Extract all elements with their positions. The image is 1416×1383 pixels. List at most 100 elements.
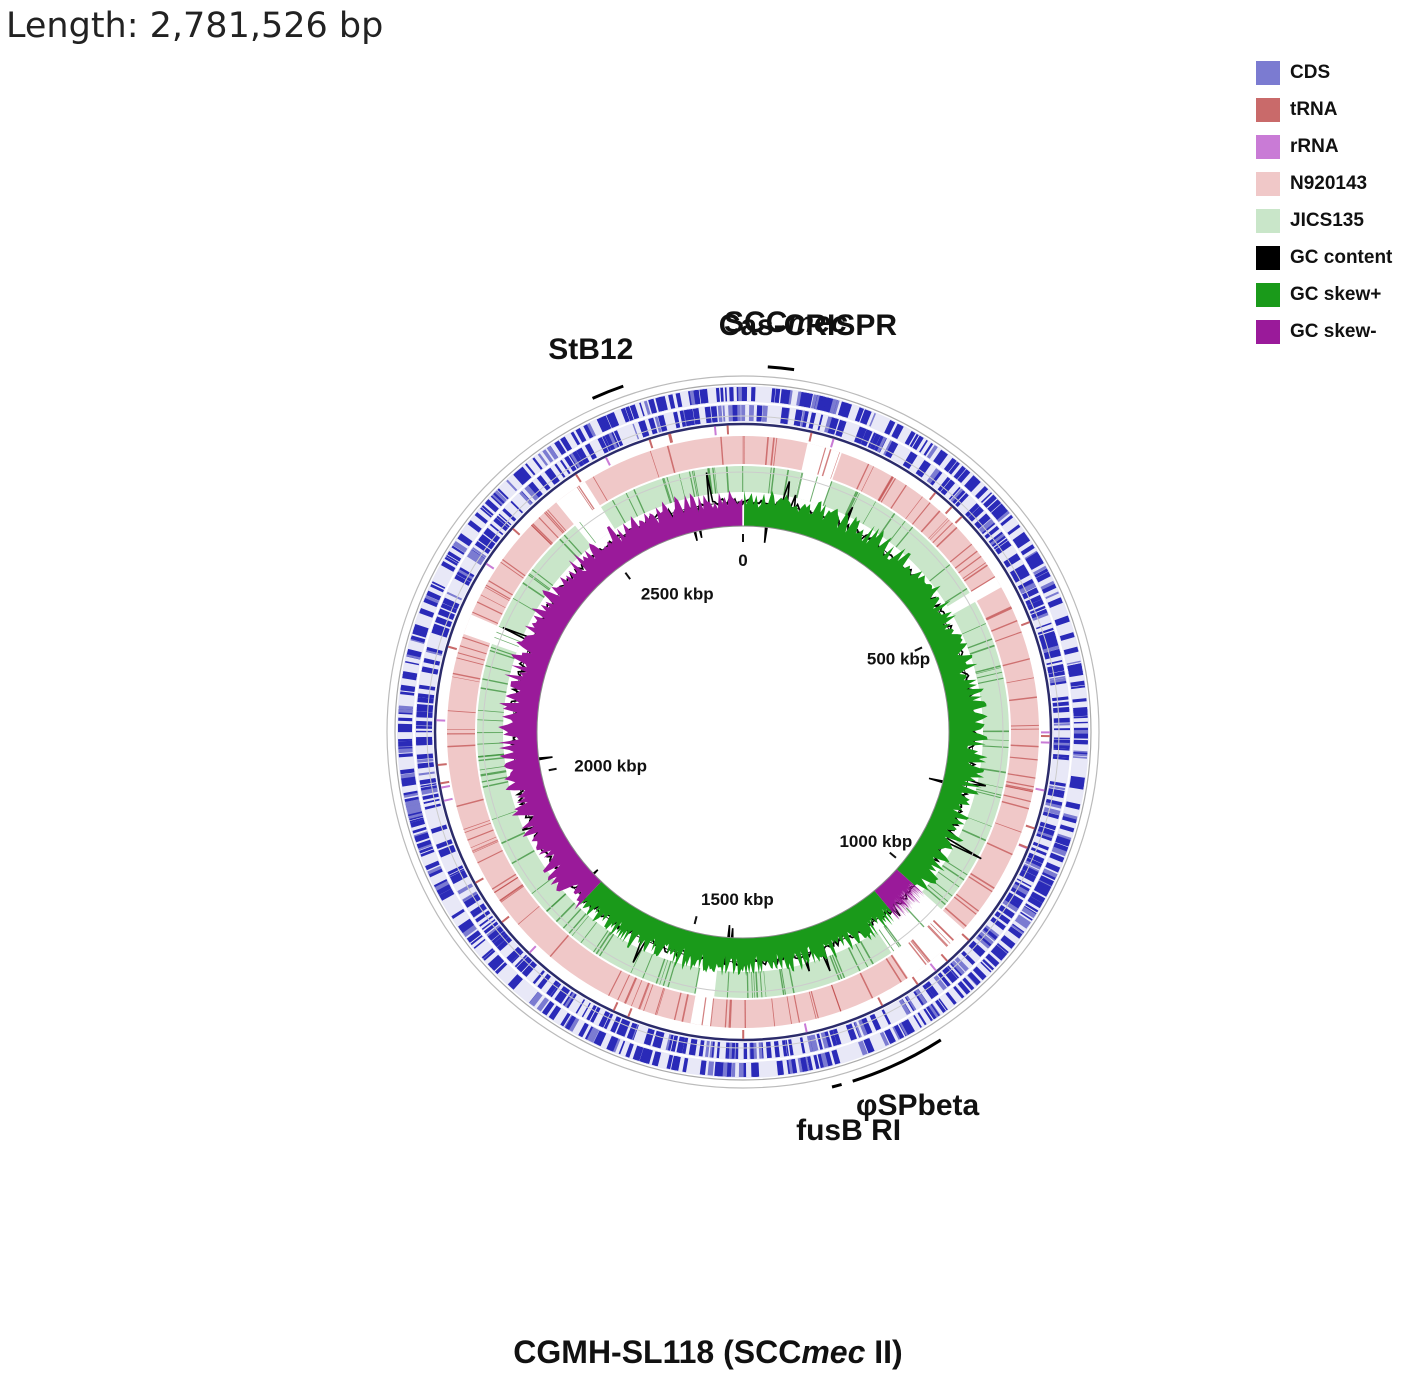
cds-feature <box>1037 880 1052 889</box>
n920143-hit <box>970 576 996 592</box>
cds-feature <box>804 411 809 428</box>
cds-feature <box>572 451 584 467</box>
cds-feature <box>1030 847 1047 856</box>
cds-feature <box>935 999 947 1013</box>
jics135-hit <box>693 470 699 497</box>
cds-feature <box>480 507 492 518</box>
cds-feature <box>491 930 506 944</box>
cds-feature <box>581 1002 591 1018</box>
cds-feature <box>1016 878 1032 888</box>
cds-feature <box>554 986 566 1001</box>
cds-feature <box>1025 860 1041 870</box>
cds-feature <box>957 981 971 995</box>
jics135-hit <box>662 478 672 504</box>
jics135-hit <box>478 757 505 762</box>
cds-feature <box>522 961 536 976</box>
cds-feature <box>426 646 443 655</box>
cds-feature <box>606 1035 615 1050</box>
cds-feature <box>937 476 951 492</box>
cds-feature <box>625 1043 634 1058</box>
cds-feature <box>774 388 781 403</box>
cds-feature <box>801 392 808 407</box>
n920143-hit <box>764 437 769 466</box>
legend-swatch-cds <box>1256 60 1280 85</box>
cds-feature <box>688 1038 694 1055</box>
jics135-hit <box>884 924 902 947</box>
n920143-hit <box>456 657 484 666</box>
jics135-hit <box>714 467 718 494</box>
cds-feature <box>481 505 494 516</box>
cds-feature <box>808 412 817 429</box>
n920143-hit <box>995 822 1022 833</box>
cds-feature <box>586 1004 597 1021</box>
cds-feature <box>672 1035 679 1052</box>
cds-feature <box>430 824 448 834</box>
cds-feature <box>412 630 427 638</box>
jics135-hit <box>937 871 960 888</box>
cds-feature <box>467 552 484 565</box>
cds-feature <box>596 417 608 433</box>
comparison-gap <box>690 968 718 1027</box>
cds-feature <box>944 966 958 981</box>
cds-feature <box>578 1022 589 1038</box>
cds-feature <box>398 753 413 758</box>
cds-feature <box>860 429 872 446</box>
cds-feature <box>598 1011 611 1028</box>
cds-feature <box>646 1029 655 1046</box>
jics135-hit <box>759 971 763 998</box>
cds-feature <box>1007 926 1023 939</box>
jics135-hit <box>751 971 753 998</box>
cds-feature <box>643 1048 652 1064</box>
cds-feature <box>483 921 499 934</box>
cds-feature <box>518 957 533 973</box>
legend-swatch-n920143 <box>1256 171 1280 196</box>
cds-feature <box>564 992 577 1008</box>
cds-feature <box>1050 680 1067 686</box>
trna-feature <box>501 915 510 923</box>
jics135-hit <box>663 477 673 504</box>
cds-feature <box>1036 833 1053 842</box>
cds-feature <box>1011 924 1024 935</box>
n920143-hit <box>538 517 559 539</box>
n920143-hit <box>890 484 907 509</box>
cds-feature <box>728 405 731 422</box>
cds-feature <box>418 684 436 691</box>
cds-feature <box>459 567 475 578</box>
cds-feature <box>839 421 847 437</box>
n920143-hit <box>1010 744 1039 748</box>
cds-feature <box>702 388 709 404</box>
gc-skew-negative-area <box>498 490 743 910</box>
trna-feature <box>627 1008 633 1018</box>
cds-feature <box>909 433 919 448</box>
cds-feature <box>984 525 1000 539</box>
trna-feature <box>808 432 813 442</box>
cds-feature <box>917 461 930 477</box>
cds-feature <box>514 954 528 968</box>
cds-feature <box>410 819 426 828</box>
cds-feature <box>770 388 776 403</box>
cds-feature <box>682 1057 689 1073</box>
jics135-hit <box>712 467 717 494</box>
cds-feature <box>983 494 997 508</box>
jics135-hit <box>878 929 895 952</box>
cds-feature <box>845 1024 854 1041</box>
cds-feature <box>627 1023 638 1040</box>
cds-feature <box>494 517 509 531</box>
cds-feature <box>1070 680 1085 687</box>
legend-label: GC skew- <box>1290 320 1377 342</box>
jics135-hit <box>477 719 504 722</box>
trna-feature <box>447 645 458 651</box>
comparison-gap <box>556 481 615 546</box>
cds-feature <box>743 1042 748 1059</box>
jics135-hit <box>612 499 626 524</box>
cds-feature <box>1052 696 1069 701</box>
cds-feature <box>430 583 445 593</box>
cds-feature <box>1039 875 1055 887</box>
cds-feature <box>969 507 984 522</box>
cds-feature <box>601 416 610 431</box>
jics135-hit <box>975 667 1002 675</box>
cds-feature <box>942 481 956 496</box>
cds-feature <box>639 402 645 417</box>
cds-feature <box>468 932 481 943</box>
cds-feature <box>1014 918 1029 929</box>
